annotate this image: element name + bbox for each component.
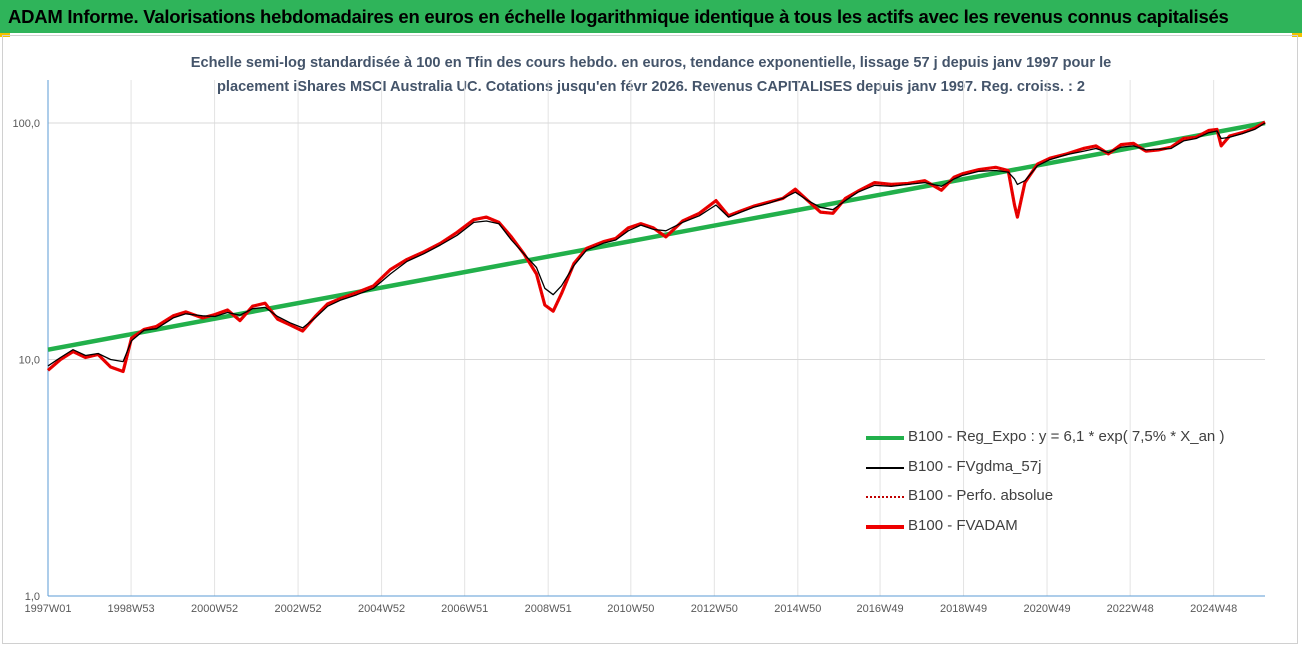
legend-swatch-fvgdma xyxy=(866,466,904,469)
series-fvgdma-line xyxy=(47,122,1266,367)
legend-label-trend: B100 - Reg_Expo : y = 6,1 * exp( 7,5% * … xyxy=(908,428,1225,445)
chart-title-line-1: Echelle semi-log standardisée à 100 en T… xyxy=(190,55,1112,71)
x-tick-label: 1997W01 xyxy=(24,603,71,615)
x-tick-label: 2010W50 xyxy=(607,603,654,615)
page-title: ADAM Informe. Valorisations hebdomadaire… xyxy=(8,6,1229,27)
legend-swatch-fvadam xyxy=(866,524,904,529)
legend-label-perfo: B100 - Perfo. absolue xyxy=(908,487,1054,504)
x-tick-label: 2014W50 xyxy=(774,603,821,615)
legend-label-fvgdma: B100 - FVgdma_57j xyxy=(908,457,1042,475)
x-tick-label: 2018W49 xyxy=(940,603,987,615)
legend-swatch-perfo xyxy=(866,496,904,498)
x-tick-label: 2012W50 xyxy=(691,603,738,615)
chart-title-line-2: placement iShares MSCI Australia UC. Cot… xyxy=(216,79,1085,95)
series-fvadam-line xyxy=(46,120,1266,374)
legend-swatch-trend xyxy=(866,436,904,440)
chart-frame xyxy=(2,35,1298,644)
x-tick-label: 2002W52 xyxy=(275,603,322,615)
x-tick-label: 2022W48 xyxy=(1107,603,1154,615)
x-tick-label: 2008W51 xyxy=(525,603,572,615)
series-trend-line xyxy=(47,120,1266,352)
x-tick-label: 2020W49 xyxy=(1024,603,1071,615)
series-perfo-line xyxy=(47,121,1266,372)
x-tick-label: 2024W48 xyxy=(1190,603,1237,615)
x-tick-label: 1998W53 xyxy=(108,603,155,615)
y-tick-label: 100,0 xyxy=(12,118,40,130)
y-tick-label: 10,0 xyxy=(19,355,40,367)
legend-label-fvadam: B100 - FVADAM xyxy=(908,516,1018,534)
y-tick-label: 1,0 xyxy=(25,591,40,603)
header-banner: ADAM Informe. Valorisations hebdomadaire… xyxy=(0,0,1302,33)
x-tick-label: 2006W51 xyxy=(441,603,488,615)
x-tick-label: 2016W49 xyxy=(857,603,904,615)
x-tick-label: 2004W52 xyxy=(358,603,405,615)
x-tick-label: 2000W52 xyxy=(191,603,238,615)
